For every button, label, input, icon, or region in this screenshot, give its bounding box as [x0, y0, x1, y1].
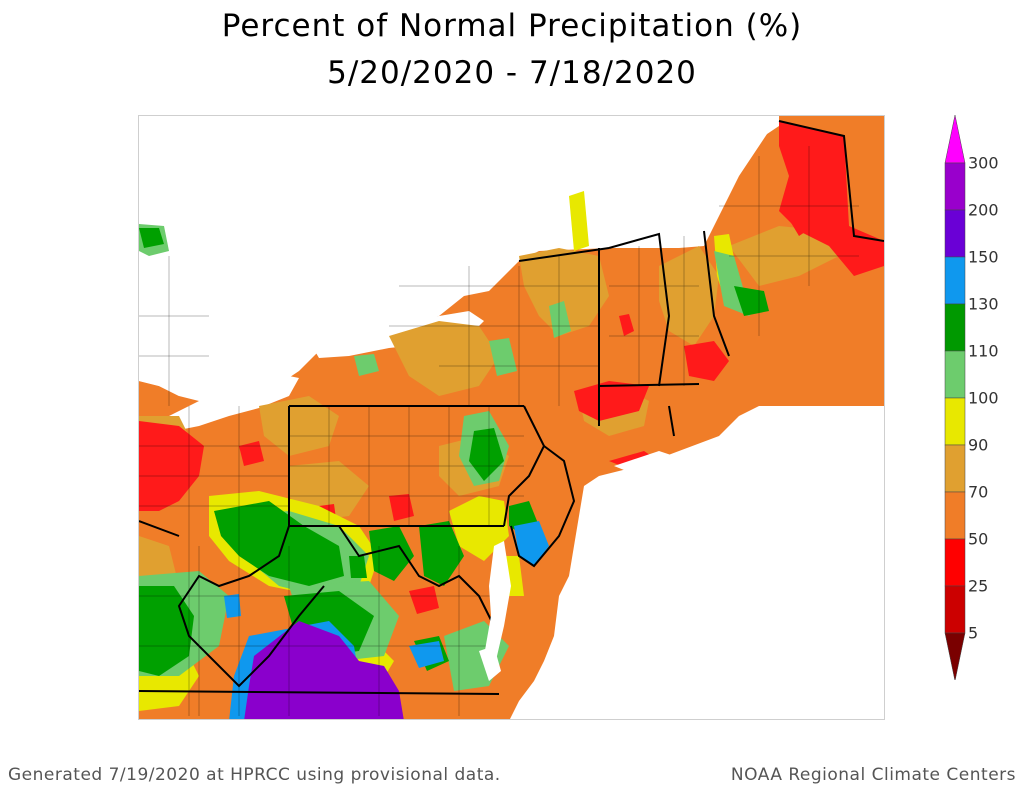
legend-label: 5	[968, 623, 979, 643]
lake-huron	[139, 251, 209, 396]
legend-label: 150	[968, 247, 999, 267]
legend-swatch	[944, 303, 966, 352]
legend-color-bar	[944, 115, 966, 680]
legend-label: 25	[968, 576, 989, 596]
legend-label: 100	[968, 388, 999, 408]
legend-label: 90	[968, 435, 989, 455]
legend-swatch	[944, 256, 966, 305]
legend-arrow-top	[944, 115, 966, 164]
state-borders	[139, 120, 884, 695]
map-date-range: 5/20/2020 - 7/18/2020	[327, 55, 697, 91]
legend-swatch	[944, 444, 966, 493]
legend-label: 110	[968, 341, 999, 361]
legend-swatch	[944, 350, 966, 399]
generated-note: Generated 7/19/2020 at HPRCC using provi…	[8, 765, 501, 785]
legend-swatch	[944, 538, 966, 587]
legend-swatch	[944, 209, 966, 258]
legend-label: 50	[968, 529, 989, 549]
precipitation-map	[138, 115, 885, 720]
canada-region	[139, 116, 779, 406]
legend-swatch	[944, 585, 966, 634]
county-lines	[139, 146, 859, 716]
lake-michigan-edge	[139, 286, 151, 356]
legend-label: 200	[968, 200, 999, 220]
canada-top-right	[739, 116, 779, 146]
legend-swatch	[944, 491, 966, 540]
legend-label: 130	[968, 294, 999, 314]
legend-label: 70	[968, 482, 989, 502]
purple-region	[244, 621, 404, 719]
legend-label: 300	[968, 153, 999, 173]
legend-swatch	[944, 162, 966, 211]
legend-swatch	[944, 397, 966, 446]
legend-arrow-bottom	[944, 632, 966, 680]
lake-erie	[169, 374, 299, 431]
coastal-water	[479, 406, 884, 719]
source-credit: NOAA Regional Climate Centers	[730, 765, 1016, 785]
map-title: Percent of Normal Precipitation (%)	[221, 8, 803, 44]
